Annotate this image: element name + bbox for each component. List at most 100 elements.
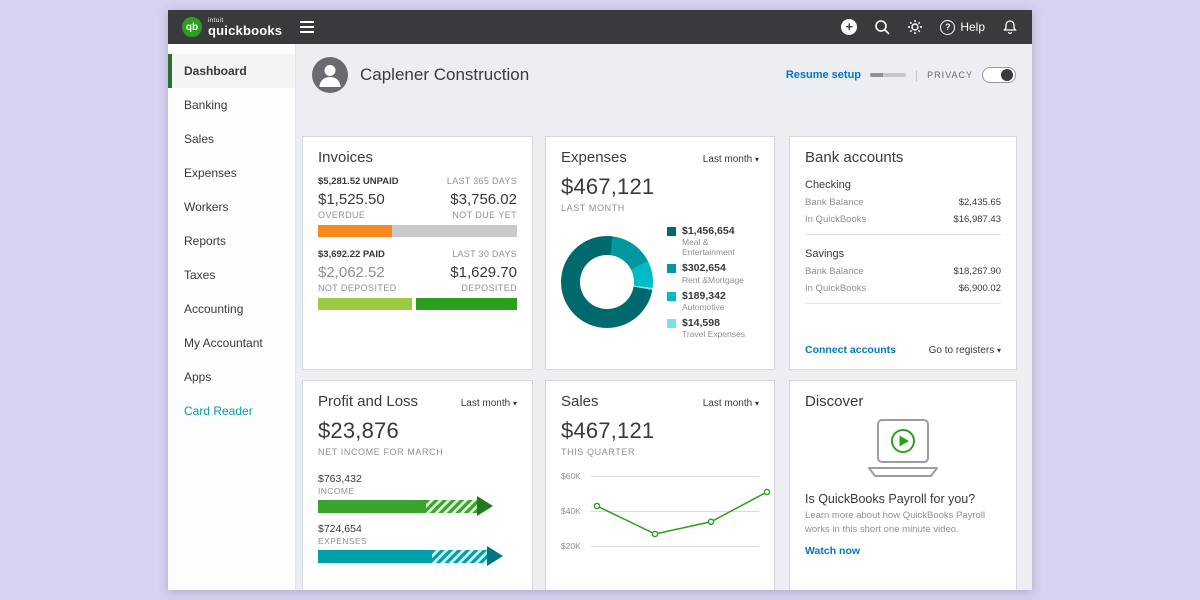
header-actions: Resume setup | PRIVACY xyxy=(786,67,1016,83)
intuit-label: intuit xyxy=(208,17,224,24)
deposited-segment xyxy=(415,298,517,310)
help-icon: ? xyxy=(940,19,956,35)
deposited-label: DEPOSITED xyxy=(461,283,517,293)
sidebar-item-expenses[interactable]: Expenses xyxy=(184,166,237,180)
donut-hole xyxy=(580,255,634,310)
unpaid-progress-bar[interactable] xyxy=(318,225,517,237)
sidebar-item-card-reader[interactable]: Card Reader xyxy=(184,404,253,418)
account-name-checking: Checking xyxy=(805,179,851,191)
in-quickbooks-value: $16,987.43 xyxy=(953,214,1001,225)
legend-item: $14,598 Travel Expenses xyxy=(667,317,759,339)
bank-title: Bank accounts xyxy=(805,149,904,166)
paid-progress-bar[interactable] xyxy=(318,298,517,310)
income-bar[interactable] xyxy=(318,496,514,516)
gridline xyxy=(591,545,759,547)
sidebar-nav: Dashboard Banking Sales Expenses Workers… xyxy=(168,44,296,590)
expenses-card[interactable]: Expenses Last month ▾ $467,121 LAST MONT… xyxy=(545,136,775,370)
gridline xyxy=(591,510,759,512)
expenses-bar-solid xyxy=(318,550,432,563)
chevron-down-icon: ▾ xyxy=(754,399,759,408)
sidebar-item-workers[interactable]: Workers xyxy=(184,200,229,214)
legend-swatch xyxy=(667,227,676,236)
discover-card[interactable]: Discover Is QuickBooks Payroll for you? … xyxy=(789,380,1017,590)
bank-balance-value: $18,267.90 xyxy=(953,266,1001,277)
in-quickbooks-value: $6,900.02 xyxy=(958,283,1001,294)
legend-value: $14,598 xyxy=(682,316,720,329)
pnl-total: $23,876 xyxy=(318,418,399,443)
legend-swatch xyxy=(667,291,676,301)
sales-line-chart[interactable]: $60K $40K $20K xyxy=(561,471,771,581)
in-quickbooks-label: In QuickBooks xyxy=(805,283,867,294)
y-tick-label: $40K xyxy=(561,506,581,516)
discover-body: Learn more about how QuickBooks Payroll … xyxy=(805,510,986,536)
notifications-bell-icon[interactable] xyxy=(1002,19,1018,35)
not-deposited-segment xyxy=(318,298,412,310)
sales-filter-dropdown[interactable]: Last month ▾ xyxy=(702,398,759,409)
top-navigation-bar: qb intuit quickbooks + ? Help xyxy=(168,10,1032,44)
bank-balance-label: Bank Balance xyxy=(805,197,864,208)
go-to-registers-dropdown[interactable]: Go to registers ▾ xyxy=(928,344,1001,356)
discover-title: Discover xyxy=(805,393,864,410)
expenses-bar-arrow xyxy=(486,546,503,566)
sidebar-item-dashboard[interactable]: Dashboard xyxy=(168,54,295,88)
invoices-card[interactable]: Invoices $5,281.52 UNPAID LAST 365 DAYS … xyxy=(302,136,533,370)
resume-setup-link[interactable]: Resume setup xyxy=(785,69,862,81)
header-divider: | xyxy=(915,68,919,82)
legend-value: $189,342 xyxy=(682,289,726,302)
sidebar-item-accounting[interactable]: Accounting xyxy=(184,302,244,316)
legend-item: $189,342 Automotive xyxy=(667,290,759,312)
privacy-toggle[interactable] xyxy=(982,67,1016,83)
person-icon xyxy=(319,65,341,87)
sidebar-item-banking[interactable]: Banking xyxy=(184,98,228,112)
invoices-title: Invoices xyxy=(318,149,374,166)
privacy-label: PRIVACY xyxy=(927,70,973,80)
watch-now-link[interactable]: Watch now xyxy=(805,544,861,557)
income-value: $763,432 xyxy=(318,473,362,485)
legend-label: Rent &Mortgage xyxy=(682,274,744,285)
sales-card[interactable]: Sales Last month ▾ $467,121 THIS QUARTER… xyxy=(545,380,775,590)
connect-accounts-link[interactable]: Connect accounts xyxy=(805,344,897,356)
expenses-filter-dropdown[interactable]: Last month ▾ xyxy=(702,154,759,165)
sidebar-item-my-accountant[interactable]: My Accountant xyxy=(184,336,263,350)
sidebar-item-reports[interactable]: Reports xyxy=(184,234,227,248)
expenses-bar-hatch xyxy=(431,550,487,563)
chevron-down-icon: ▾ xyxy=(512,399,517,408)
pnl-filter-dropdown[interactable]: Last month ▾ xyxy=(460,398,517,409)
unpaid-amount: $5,281.52 UNPAID xyxy=(318,176,399,187)
divider xyxy=(805,303,1001,304)
toggle-knob xyxy=(1001,69,1013,81)
in-quickbooks-label: In QuickBooks xyxy=(805,214,867,225)
legend-label: Automotive xyxy=(682,301,725,312)
chevron-down-icon: ▾ xyxy=(996,345,1001,355)
expenses-bar[interactable] xyxy=(318,546,514,566)
sidebar-item-taxes[interactable]: Taxes xyxy=(184,268,216,282)
help-button[interactable]: ? Help xyxy=(940,19,985,35)
bank-balance-value: $2,435.65 xyxy=(958,197,1001,208)
brand-wordmark: intuit quickbooks xyxy=(208,18,282,37)
hamburger-menu-icon[interactable] xyxy=(300,21,315,33)
profit-and-loss-card[interactable]: Profit and Loss Last month ▾ $23,876 NET… xyxy=(302,380,533,590)
unpaid-overdue-segment xyxy=(318,225,392,237)
not-due-value: $3,756.02 xyxy=(450,191,517,208)
laptop-video-icon[interactable] xyxy=(851,418,955,484)
paid-amount: $3,692.22 PAID xyxy=(318,249,385,260)
app-window: qb intuit quickbooks + ? Help Dashboard … xyxy=(168,10,1032,590)
search-icon[interactable] xyxy=(874,19,890,35)
sidebar-item-apps[interactable]: Apps xyxy=(184,370,212,384)
sales-total: $467,121 xyxy=(561,418,655,443)
create-plus-icon[interactable]: + xyxy=(841,19,858,35)
overdue-value: $1,525.50 xyxy=(318,191,385,208)
expenses-donut-chart[interactable] xyxy=(561,236,653,329)
expenses-period: LAST MONTH xyxy=(561,203,625,213)
gear-icon[interactable] xyxy=(907,19,923,35)
sales-subtitle: THIS QUARTER xyxy=(561,447,636,457)
sidebar-item-sales[interactable]: Sales xyxy=(184,132,215,146)
quickbooks-label: quickbooks xyxy=(208,22,283,38)
bank-accounts-card[interactable]: Bank accounts Checking Bank Balance $2,4… xyxy=(789,136,1017,370)
account-name-savings: Savings xyxy=(805,248,845,260)
quickbooks-logo-icon[interactable]: qb xyxy=(182,17,202,37)
unpaid-period: LAST 365 DAYS xyxy=(446,176,517,186)
legend-swatch xyxy=(667,264,676,274)
page-header: Caplener Construction Resume setup | PRI… xyxy=(296,44,1032,106)
income-bar-arrow xyxy=(476,496,493,516)
